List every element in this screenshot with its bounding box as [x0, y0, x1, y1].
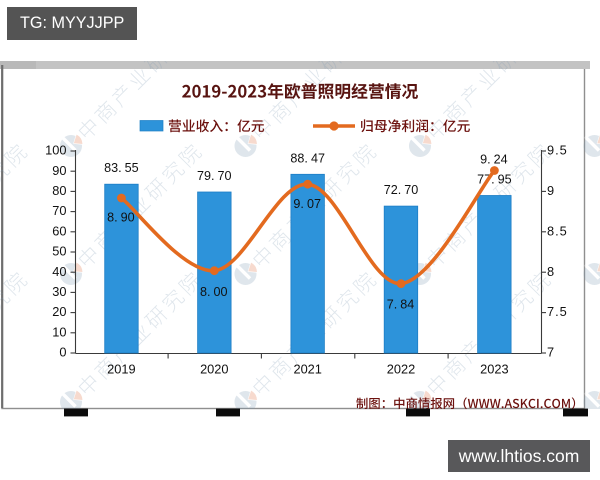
- svg-text:10: 10: [52, 324, 66, 339]
- svg-text:50: 50: [52, 244, 66, 259]
- svg-text:0: 0: [59, 345, 66, 360]
- svg-text:8.00: 8. 00: [200, 285, 228, 299]
- svg-text:2023: 2023: [480, 362, 508, 377]
- svg-text:60: 60: [52, 223, 66, 238]
- svg-text:2020: 2020: [200, 362, 228, 377]
- svg-text:8: 8: [547, 264, 555, 279]
- svg-text:40: 40: [52, 264, 66, 279]
- svg-text:80: 80: [52, 183, 66, 198]
- svg-text:2022: 2022: [387, 362, 415, 377]
- svg-text:8.90: 8. 90: [107, 211, 135, 225]
- svg-text:90: 90: [52, 163, 66, 178]
- svg-text:7.5: 7.5: [547, 304, 568, 319]
- svg-text:79.70: 79. 70: [197, 169, 232, 183]
- svg-text:83.55: 83. 55: [104, 161, 139, 175]
- svg-text:88.47: 88. 47: [290, 151, 325, 165]
- svg-text:20: 20: [52, 304, 66, 319]
- svg-text:70: 70: [52, 203, 66, 218]
- svg-text:9.24: 9. 24: [480, 153, 508, 167]
- svg-text:8.5: 8.5: [547, 223, 568, 238]
- svg-text:30: 30: [52, 284, 66, 299]
- svg-text:2019: 2019: [107, 362, 135, 377]
- svg-text:100: 100: [45, 143, 66, 158]
- svg-text:9.07: 9. 07: [293, 197, 321, 211]
- svg-text:9.5: 9.5: [547, 143, 568, 158]
- svg-text:9: 9: [547, 183, 555, 198]
- svg-text:2021: 2021: [293, 362, 321, 377]
- svg-text:72.70: 72. 70: [384, 183, 419, 197]
- svg-text:7.84: 7. 84: [387, 298, 415, 312]
- svg-text:7: 7: [547, 345, 555, 360]
